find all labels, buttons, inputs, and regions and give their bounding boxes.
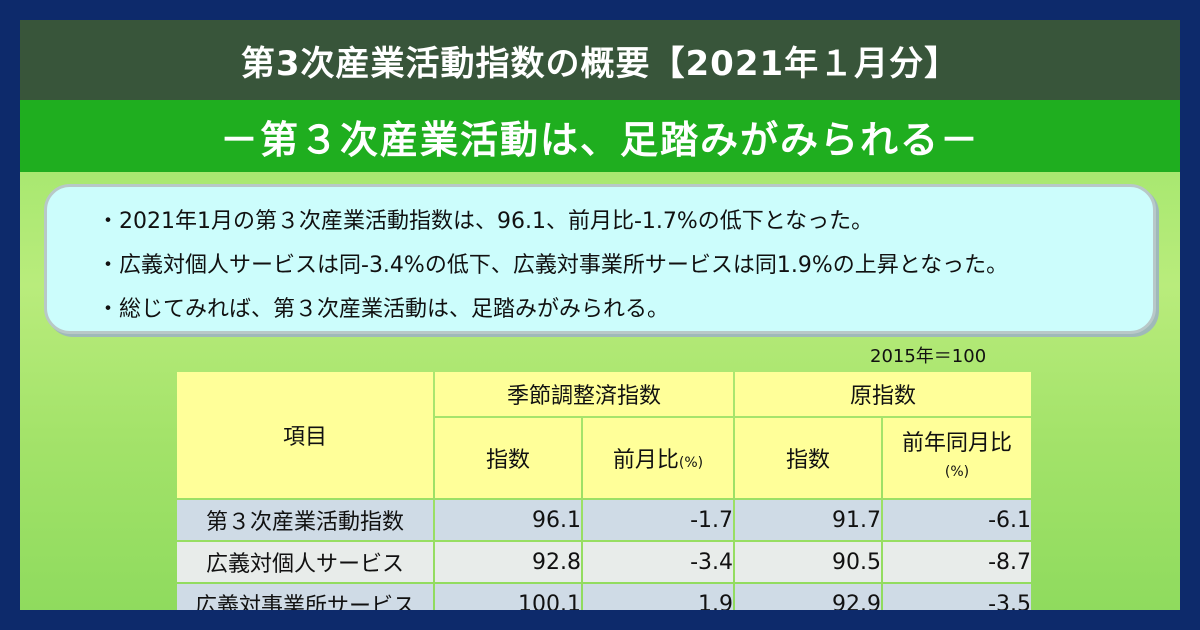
sa-index-value: 100.1	[435, 584, 581, 610]
summary-line: ・2021年1月の第３次産業活動指数は、96.1、前月比-1.7%の低下となった…	[97, 209, 874, 234]
mom-change-value: 1.9	[583, 584, 733, 610]
yoy-change-value: -3.5	[883, 584, 1031, 610]
raw-index-value: 90.5	[735, 542, 881, 582]
summary-box: ・2021年1月の第３次産業活動指数は、96.1、前月比-1.7%の低下となった…	[44, 184, 1156, 334]
item-header: 項目	[177, 372, 433, 498]
table-row: 第３次産業活動指数 96.1 -1.7 91.7 -6.1	[177, 500, 1031, 540]
row-label: 広義対個人サービス	[177, 542, 433, 582]
raw-index-value: 92.9	[735, 584, 881, 610]
sa-index-header: 指数	[435, 418, 581, 498]
raw-index-col-header: 指数	[735, 418, 881, 498]
yoy-change-unit: (%)	[944, 464, 970, 480]
mom-change-value: -1.7	[583, 500, 733, 540]
sa-index-value: 92.8	[435, 542, 581, 582]
page-subtitle: －第３次産業活動は、足踏みがみられる－	[20, 100, 1180, 172]
row-label: 第３次産業活動指数	[177, 500, 433, 540]
base-year-note: 2015年＝100	[870, 346, 987, 367]
summary-line: ・広義対個人サービスは同-3.4%の低下、広義対事業所サービスは同1.9%の上昇…	[97, 253, 1009, 278]
mom-change-value: -3.4	[583, 542, 733, 582]
sa-index-value: 96.1	[435, 500, 581, 540]
row-label: 広義対事業所サービス	[177, 584, 433, 610]
yoy-change-header: 前年同月比 (%)	[883, 418, 1031, 498]
mom-change-label: 前月比	[612, 448, 679, 473]
content-panel: 第3次産業活動指数の概要【2021年１月分】 －第３次産業活動は、足踏みがみられ…	[20, 20, 1180, 610]
index-table: 項目 季節調整済指数 原指数 指数 前月比(%) 指数 前年同月比 (%) 第３次…	[175, 370, 1033, 610]
yoy-change-label: 前年同月比	[901, 431, 1012, 456]
seasonally-adjusted-header: 季節調整済指数	[435, 372, 733, 416]
page-title: 第3次産業活動指数の概要【2021年１月分】	[20, 20, 1180, 100]
summary-line: ・総じてみれば、第３次産業活動は、足踏みがみられる。	[97, 297, 670, 322]
raw-index-header: 原指数	[735, 372, 1031, 416]
mom-change-header: 前月比(%)	[583, 418, 733, 498]
yoy-change-value: -6.1	[883, 500, 1031, 540]
table-row: 広義対個人サービス 92.8 -3.4 90.5 -8.7	[177, 542, 1031, 582]
mom-change-unit: (%)	[678, 455, 704, 471]
raw-index-value: 91.7	[735, 500, 881, 540]
table-row: 広義対事業所サービス 100.1 1.9 92.9 -3.5	[177, 584, 1031, 610]
yoy-change-value: -8.7	[883, 542, 1031, 582]
